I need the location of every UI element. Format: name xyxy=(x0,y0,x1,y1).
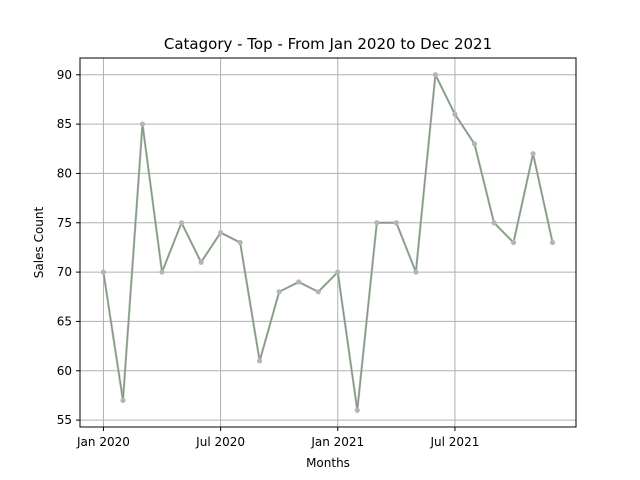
x-tick-label: Jul 2020 xyxy=(195,435,245,449)
data-point xyxy=(139,121,146,127)
y-tick-label: 70 xyxy=(57,265,72,279)
x-axis-label: Months xyxy=(306,456,350,470)
y-tick-label: 55 xyxy=(57,413,72,427)
y-tick-label: 90 xyxy=(57,68,72,82)
y-tick-label: 65 xyxy=(57,314,72,328)
data-point xyxy=(510,239,517,246)
data-point xyxy=(432,72,439,78)
chart-title: Catagory - Top - From Jan 2020 to Dec 20… xyxy=(164,35,492,53)
data-point xyxy=(335,269,341,275)
data-point xyxy=(100,269,107,275)
series-line xyxy=(102,73,554,412)
data-point xyxy=(452,111,458,117)
x-tick-label: Jan 2020 xyxy=(76,435,130,449)
plot-frame xyxy=(79,57,577,428)
y-tick-label: 85 xyxy=(57,117,72,131)
series-line-core xyxy=(102,74,554,411)
y-tick-label: 60 xyxy=(57,364,72,378)
grid-layer xyxy=(80,58,576,427)
data-point xyxy=(393,220,399,226)
data-point xyxy=(178,220,185,226)
data-point xyxy=(217,230,224,236)
data-point xyxy=(413,269,419,275)
data-point xyxy=(159,269,165,275)
data-point xyxy=(315,289,321,295)
data-point xyxy=(237,239,243,246)
data-point xyxy=(257,358,263,364)
data-point xyxy=(296,279,302,285)
data-point xyxy=(530,151,536,157)
tick-layer: 55 60 65 70 75 80 85 90 Jan 2020 Jul 2020 Jan 2021… xyxy=(57,68,480,449)
data-point xyxy=(374,220,380,226)
series-layer xyxy=(100,72,556,413)
data-point xyxy=(276,289,282,295)
data-point xyxy=(120,397,126,403)
data-point xyxy=(549,239,556,246)
data-point xyxy=(354,407,360,413)
x-tick-label: Jan 2021 xyxy=(310,435,364,449)
data-point xyxy=(471,141,478,147)
data-point xyxy=(491,220,497,226)
y-tick-label: 75 xyxy=(57,216,72,230)
x-tick-label: Jul 2021 xyxy=(430,435,480,449)
data-point xyxy=(198,259,204,265)
y-axis-label: Sales Count xyxy=(32,207,46,279)
y-tick-label: 80 xyxy=(57,166,72,180)
